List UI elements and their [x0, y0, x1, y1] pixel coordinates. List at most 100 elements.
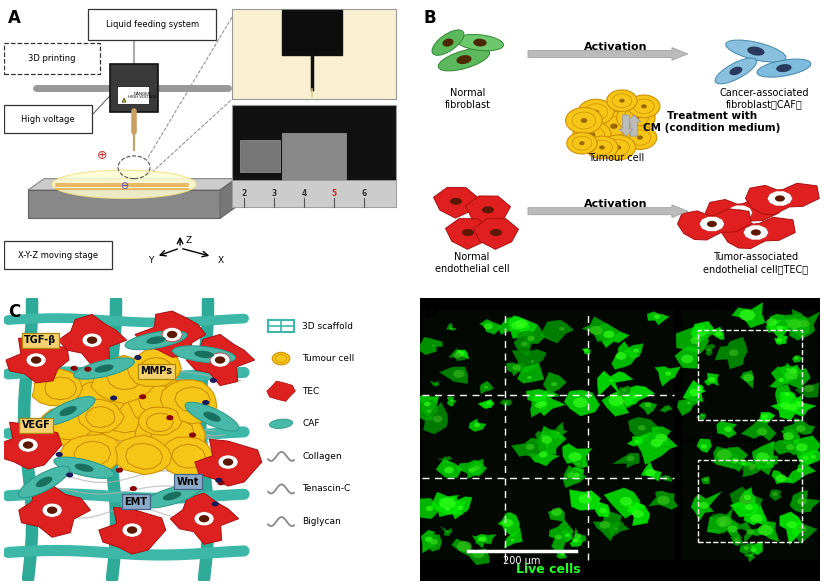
Polygon shape [135, 409, 205, 461]
Polygon shape [620, 496, 633, 506]
Polygon shape [468, 468, 475, 473]
Polygon shape [439, 497, 456, 509]
Circle shape [599, 145, 605, 150]
Polygon shape [775, 384, 795, 408]
Polygon shape [744, 499, 768, 527]
Polygon shape [695, 384, 705, 393]
Ellipse shape [125, 331, 187, 350]
FancyArrow shape [619, 115, 633, 136]
Ellipse shape [776, 64, 792, 72]
Polygon shape [765, 318, 777, 326]
Polygon shape [803, 384, 815, 392]
Polygon shape [456, 460, 487, 479]
Text: 3D printing: 3D printing [28, 54, 76, 62]
Polygon shape [453, 500, 466, 510]
Circle shape [23, 442, 33, 449]
Text: A: A [8, 9, 21, 27]
Polygon shape [743, 461, 769, 475]
Polygon shape [784, 418, 815, 437]
Polygon shape [766, 461, 770, 464]
Polygon shape [719, 523, 725, 527]
Ellipse shape [172, 346, 236, 363]
Circle shape [189, 432, 196, 437]
Polygon shape [536, 426, 566, 454]
Polygon shape [430, 538, 438, 545]
Polygon shape [438, 496, 463, 517]
Circle shape [616, 104, 655, 131]
Polygon shape [480, 381, 494, 394]
Polygon shape [752, 441, 774, 470]
Polygon shape [432, 30, 464, 55]
Polygon shape [701, 477, 710, 484]
Ellipse shape [194, 350, 214, 358]
Polygon shape [715, 58, 756, 84]
Polygon shape [446, 218, 490, 249]
Polygon shape [511, 438, 546, 457]
Polygon shape [480, 536, 488, 542]
Polygon shape [527, 336, 535, 341]
Text: 4: 4 [302, 189, 307, 198]
Text: 5: 5 [331, 189, 336, 198]
FancyBboxPatch shape [232, 180, 396, 207]
Polygon shape [32, 369, 82, 406]
Text: MMPs: MMPs [140, 366, 172, 376]
Text: D: D [424, 303, 438, 321]
Polygon shape [499, 399, 512, 406]
Polygon shape [730, 533, 743, 546]
Polygon shape [811, 455, 817, 458]
Polygon shape [37, 405, 104, 446]
Ellipse shape [19, 466, 69, 498]
Polygon shape [475, 534, 488, 544]
Polygon shape [444, 467, 454, 474]
Polygon shape [90, 391, 159, 442]
Polygon shape [728, 349, 738, 356]
Polygon shape [683, 380, 703, 402]
Polygon shape [466, 196, 511, 227]
Polygon shape [716, 516, 732, 527]
Circle shape [194, 512, 214, 526]
Polygon shape [535, 431, 553, 440]
FancyBboxPatch shape [232, 105, 396, 207]
Polygon shape [778, 310, 820, 339]
Polygon shape [740, 542, 753, 554]
Polygon shape [720, 519, 727, 524]
FancyBboxPatch shape [4, 105, 92, 133]
Circle shape [42, 426, 49, 432]
Polygon shape [785, 320, 789, 322]
Circle shape [592, 110, 599, 114]
Text: Cancer-associated
fibroblast（CAF）: Cancer-associated fibroblast（CAF） [719, 88, 808, 110]
Polygon shape [787, 460, 816, 483]
Polygon shape [743, 225, 769, 240]
Circle shape [116, 468, 123, 472]
Polygon shape [781, 314, 800, 328]
Polygon shape [698, 332, 702, 335]
Polygon shape [59, 434, 122, 474]
Polygon shape [539, 401, 547, 407]
Circle shape [84, 367, 91, 371]
Polygon shape [543, 395, 545, 397]
Polygon shape [700, 444, 707, 449]
Polygon shape [765, 314, 784, 333]
Polygon shape [438, 48, 489, 71]
Text: High voltage: High voltage [21, 114, 75, 124]
Circle shape [56, 452, 63, 457]
Text: Collagen: Collagen [302, 452, 342, 461]
Polygon shape [583, 349, 588, 352]
Polygon shape [563, 465, 587, 488]
Polygon shape [548, 507, 564, 522]
Polygon shape [727, 525, 737, 533]
Polygon shape [499, 317, 530, 336]
Polygon shape [424, 401, 431, 406]
Polygon shape [453, 353, 461, 359]
Polygon shape [738, 460, 753, 467]
Polygon shape [431, 492, 463, 515]
Polygon shape [615, 528, 619, 531]
Polygon shape [556, 432, 560, 434]
Polygon shape [504, 528, 522, 548]
Polygon shape [550, 508, 562, 516]
Ellipse shape [163, 492, 181, 500]
Text: HIGH VOLTAGE: HIGH VOLTAGE [128, 95, 157, 99]
Polygon shape [19, 485, 91, 537]
Polygon shape [568, 452, 582, 462]
Circle shape [26, 353, 46, 367]
